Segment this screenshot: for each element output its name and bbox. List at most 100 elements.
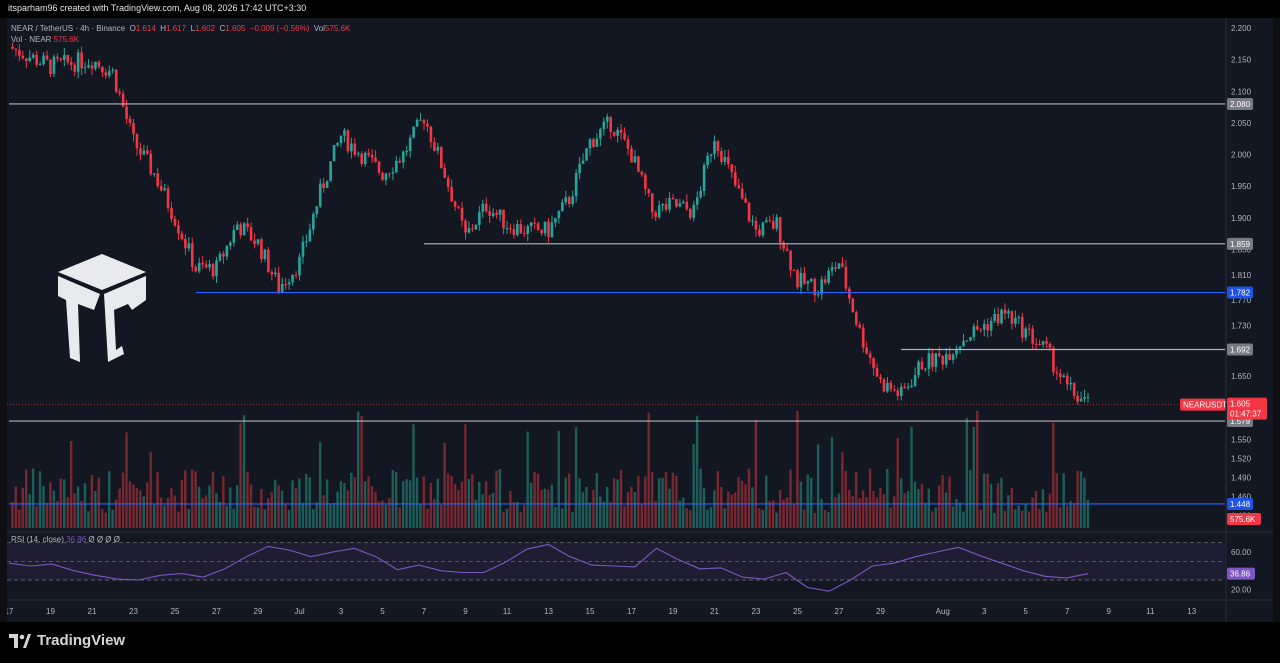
candle-body bbox=[388, 173, 391, 175]
volume-bar bbox=[820, 499, 823, 528]
volume-bar bbox=[927, 488, 931, 528]
volume-bar bbox=[187, 509, 190, 528]
candle-body bbox=[1007, 311, 1010, 314]
volume-bar bbox=[415, 477, 419, 528]
volume-legend: Vol · NEAR 575.6K bbox=[11, 35, 79, 44]
volume-bar bbox=[664, 472, 668, 528]
candle-body bbox=[771, 221, 775, 229]
candle-body bbox=[1059, 373, 1062, 377]
candle-body bbox=[163, 188, 166, 191]
volume-bar bbox=[920, 483, 924, 528]
tradingview-logo[interactable]: TradingView bbox=[9, 632, 125, 649]
candle-body bbox=[42, 55, 45, 65]
candle-body bbox=[73, 64, 77, 72]
candle-body bbox=[363, 152, 367, 165]
volume-bar bbox=[695, 415, 699, 528]
candle-body bbox=[66, 54, 70, 63]
candle-body bbox=[692, 204, 696, 218]
volume-bar bbox=[896, 438, 899, 528]
volume-bar bbox=[924, 502, 927, 528]
time-axis-tick: 19 bbox=[669, 607, 678, 616]
volume-bar bbox=[768, 501, 771, 528]
volume-bar bbox=[35, 506, 38, 528]
candle-body bbox=[1052, 347, 1055, 373]
rsi-legend-label[interactable]: RSI (14, close) bbox=[11, 535, 64, 544]
volume-legend-label[interactable]: Vol · NEAR bbox=[11, 35, 52, 44]
volume-bar bbox=[139, 490, 142, 528]
candle-body bbox=[422, 119, 426, 124]
volume-bar bbox=[751, 487, 754, 528]
candle-body bbox=[657, 205, 661, 218]
candle-body bbox=[505, 228, 509, 230]
candle-body bbox=[754, 220, 758, 230]
chart-canvas[interactable]: 2.200 2.150 2.100 2.050 2.000 1.950 1.900 1.850… bbox=[7, 18, 1273, 622]
volume-bar bbox=[305, 473, 308, 528]
candle-body bbox=[301, 241, 305, 257]
level-tag-text: 1.579 bbox=[1230, 417, 1251, 426]
volume-bar bbox=[45, 502, 49, 528]
volume-bar bbox=[339, 481, 343, 528]
candle-body bbox=[661, 204, 664, 206]
volume-bar bbox=[882, 494, 886, 528]
candle-body bbox=[280, 284, 284, 293]
volume-bar bbox=[370, 486, 374, 528]
candle-body bbox=[564, 197, 568, 203]
candle-body bbox=[965, 340, 969, 342]
volume-bar bbox=[1031, 497, 1034, 528]
volume-bar bbox=[280, 490, 284, 528]
candle-body bbox=[436, 146, 440, 151]
countdown-text: 01:47:37 bbox=[1230, 410, 1262, 419]
volume-bar bbox=[806, 474, 809, 528]
volume-bar bbox=[785, 497, 789, 528]
symbol-label[interactable]: NEAR / TetherUS · 4h · Binance bbox=[11, 24, 126, 33]
volume-bar bbox=[218, 502, 222, 528]
volume-bar bbox=[83, 483, 87, 528]
time-axis-tick: 7 bbox=[1065, 607, 1070, 616]
candle-body bbox=[222, 253, 225, 257]
volume-bar bbox=[640, 503, 643, 528]
candle-body bbox=[937, 353, 941, 357]
candle-body bbox=[1062, 375, 1066, 377]
candle-body bbox=[305, 241, 308, 243]
volume-bar bbox=[426, 508, 429, 528]
time-axis-tick: 5 bbox=[380, 607, 385, 616]
candle-body bbox=[360, 153, 364, 165]
candle-body bbox=[519, 224, 523, 234]
candle-body bbox=[166, 188, 170, 208]
rsi-axis-tick: 60.00 bbox=[1231, 548, 1252, 557]
volume-bar bbox=[765, 475, 768, 528]
price-axis-tick: 1.650 bbox=[1231, 372, 1252, 381]
candle-body bbox=[1045, 341, 1048, 344]
candle-body bbox=[920, 361, 924, 370]
candle-body bbox=[1000, 309, 1003, 324]
candle-body bbox=[823, 279, 827, 283]
candle-body bbox=[478, 211, 481, 225]
volume-bar bbox=[90, 475, 94, 528]
ohlc-legend: NEAR / TetherUS · 4h · Binance O1.614 H1… bbox=[11, 24, 351, 33]
volume-bar bbox=[52, 490, 56, 528]
rsi-legend: RSI (14, close) 36.86 Ø Ø Ø Ø bbox=[11, 535, 120, 544]
candle-body bbox=[1027, 328, 1031, 330]
price-axis-tick: 2.050 bbox=[1231, 119, 1252, 128]
volume-bar bbox=[706, 509, 709, 528]
chart-frame[interactable]: 2.200 2.150 2.100 2.050 2.000 1.950 1.900 1.850… bbox=[7, 18, 1273, 622]
volume-bar bbox=[564, 477, 567, 528]
volume-bar bbox=[298, 478, 301, 528]
time-axis-tick: 9 bbox=[1107, 607, 1112, 616]
volume-bar bbox=[132, 484, 135, 528]
time-axis-tick: 13 bbox=[1187, 607, 1196, 616]
volume-bar bbox=[107, 471, 111, 528]
time-axis-tick: 29 bbox=[254, 607, 263, 616]
candle-body bbox=[996, 314, 1000, 324]
candle-body bbox=[395, 160, 398, 173]
candle-body bbox=[273, 272, 277, 275]
candle-body bbox=[204, 264, 208, 268]
volume-bar bbox=[567, 473, 571, 528]
candle-body bbox=[872, 358, 875, 369]
volume-bar bbox=[775, 512, 778, 528]
volume-bar bbox=[350, 472, 353, 528]
volume-bar bbox=[49, 482, 52, 528]
volume-bar bbox=[654, 501, 657, 528]
candle-body bbox=[854, 312, 858, 325]
volume-bar bbox=[502, 511, 505, 528]
